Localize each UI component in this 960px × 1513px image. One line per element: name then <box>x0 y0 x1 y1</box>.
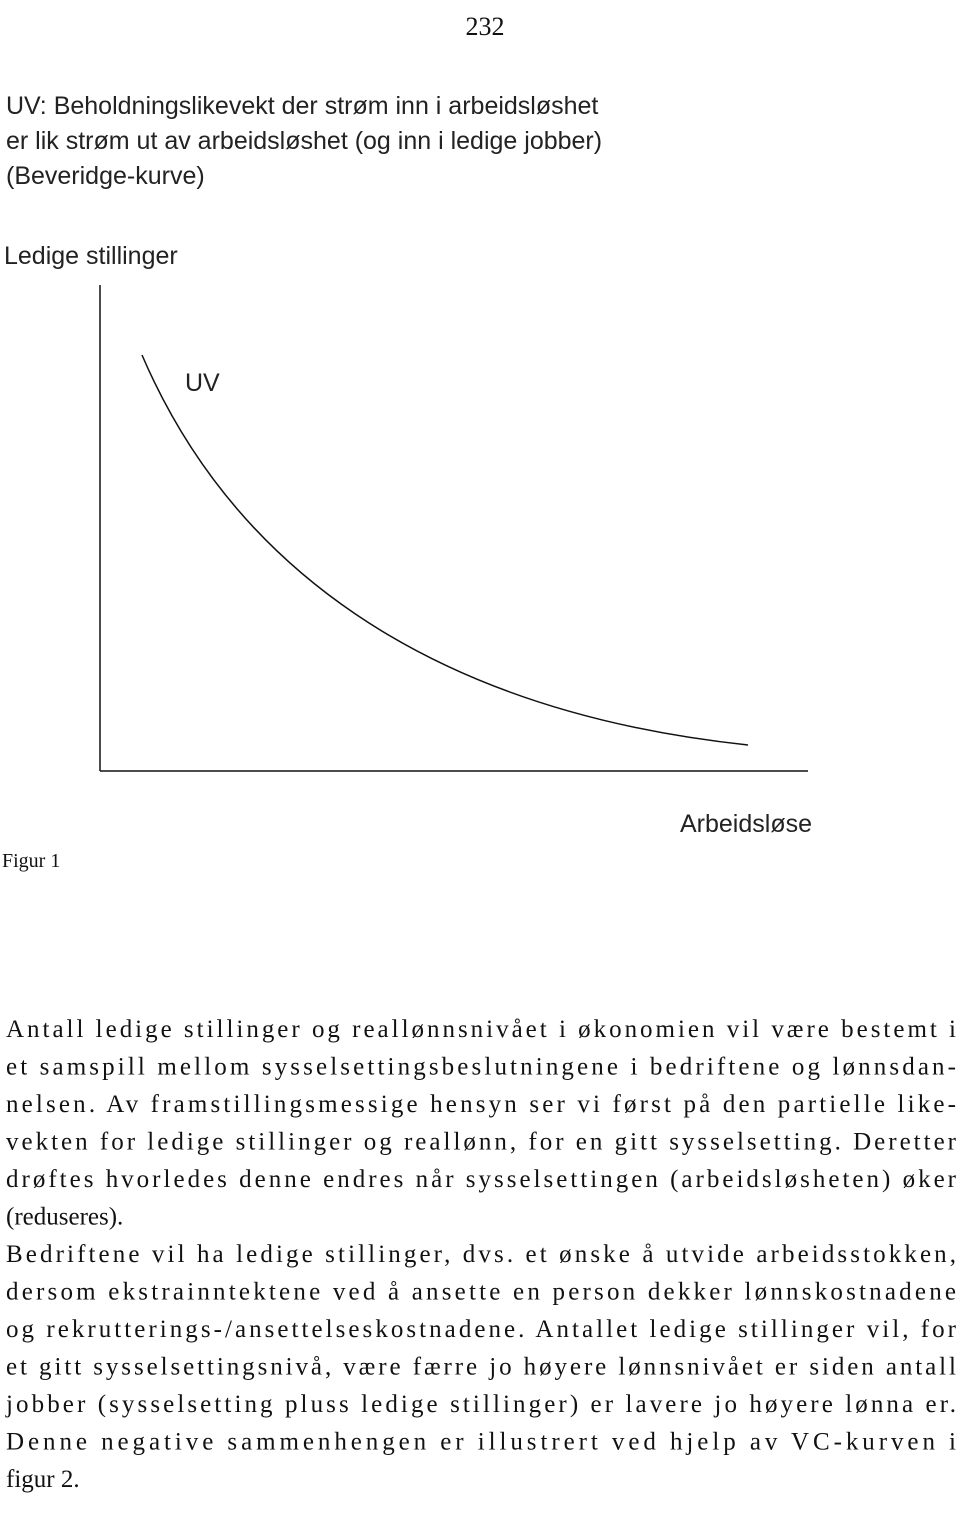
body-line: (reduseres). <box>6 1204 123 1231</box>
body-line: et samspill mellom sysselsettingsbeslutn… <box>6 1054 956 1081</box>
figure <box>99 285 808 772</box>
body-line: vekten for ledige stillinger og reallønn… <box>6 1129 957 1156</box>
body-line: et gitt sysselsettingsnivå, være færre j… <box>6 1354 956 1381</box>
y-axis-label: Ledige stillinger <box>4 242 178 270</box>
curve-label: UV <box>185 369 220 397</box>
body-line: Denne negative sammenhengen er illustrer… <box>6 1429 956 1456</box>
uv-curve <box>141 354 749 746</box>
heading-line: UV: Beholdningslikevekt der strøm inn i … <box>6 92 598 120</box>
body-line: jobber (sysselsetting pluss ledige still… <box>5 1391 956 1418</box>
x-axis-label: Arbeidsløse <box>680 810 812 838</box>
body-text: Antall ledige stillinger og reallønnsniv… <box>5 1016 957 1493</box>
body-line: Antall ledige stillinger og reallønnsniv… <box>6 1016 956 1043</box>
heading-line: er lik strøm ut av arbeidsløshet (og inn… <box>6 127 602 155</box>
body-line: og rekrutterings-/ansettelseskostnadene.… <box>6 1316 957 1343</box>
body-line: dersom ekstrainntektene ved å ansette en… <box>6 1279 956 1306</box>
heading-line: (Beveridge-kurve) <box>6 162 205 190</box>
page-number: 232 <box>466 12 505 41</box>
body-line: drøftes hvorledes denne endres når sysse… <box>6 1166 957 1193</box>
body-line: figur 2. <box>6 1466 80 1493</box>
body-line: Bedriftene vil ha ledige stillinger, dvs… <box>6 1241 956 1268</box>
figure-caption: Figur 1 <box>2 850 60 872</box>
body-line: nelsen. Av framstillingsmessige hensyn s… <box>6 1091 956 1118</box>
